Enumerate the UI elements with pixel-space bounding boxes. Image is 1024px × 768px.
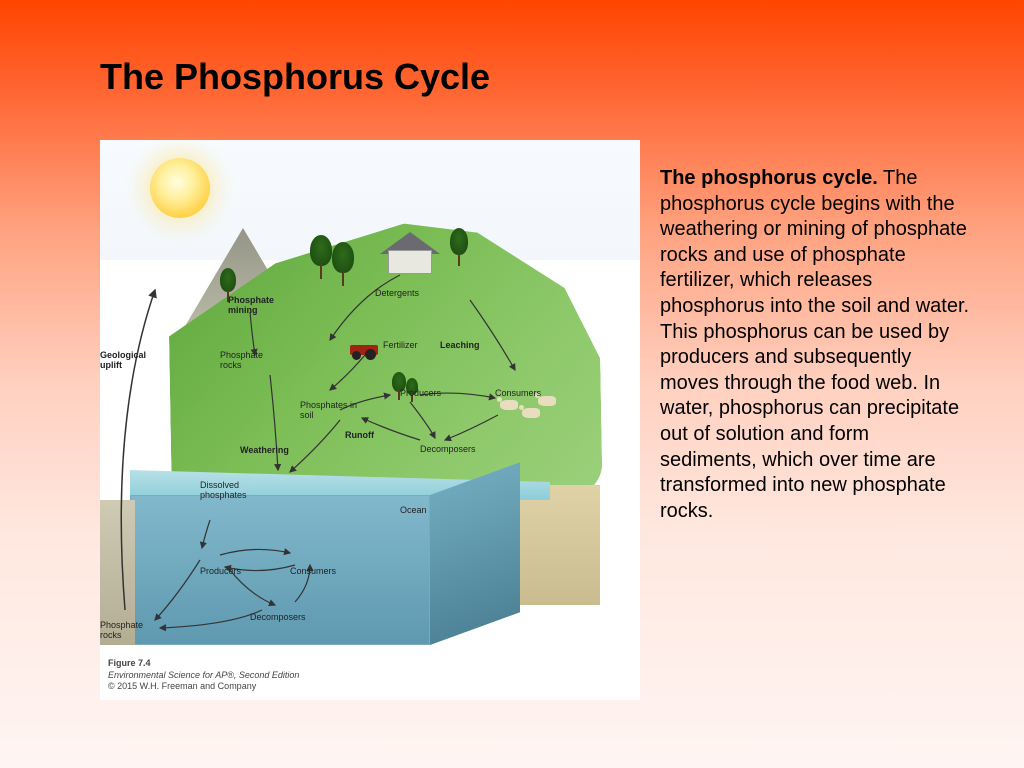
label-phosphate-mining: Phosphate mining	[228, 295, 284, 315]
label-ocean: Ocean	[400, 505, 427, 515]
figure-source: Environmental Science for AP®, Second Ed…	[108, 670, 299, 682]
sun-icon	[150, 158, 210, 218]
description-body: The phosphorus cycle begins with the wea…	[660, 167, 969, 522]
label-producers-land: Producers	[400, 388, 441, 398]
tree-icon	[332, 242, 354, 286]
label-consumers-water: Consumers	[290, 566, 336, 576]
label-decomposers-land: Decomposers	[420, 444, 476, 454]
figure-copyright: © 2015 W.H. Freeman and Company	[108, 681, 299, 693]
label-leaching: Leaching	[440, 340, 480, 350]
label-decomposers-water: Decomposers	[250, 612, 306, 622]
label-consumers-land: Consumers	[495, 388, 541, 398]
description-panel: The phosphorus cycle. The phosphorus cyc…	[660, 166, 970, 524]
phosphorus-cycle-diagram: Geological uplift Phosphate mining Phosp…	[100, 140, 640, 700]
tree-icon	[310, 235, 332, 279]
ocean-block	[130, 495, 430, 645]
figure-caption: Figure 7.4 Environmental Science for AP®…	[108, 658, 299, 693]
cow-icon	[522, 408, 540, 418]
house-icon	[380, 232, 440, 274]
label-phosphate-rocks-land: Phosphate rocks	[220, 350, 270, 370]
label-phosphate-rocks-sea: Phosphate rocks	[100, 620, 150, 640]
label-phosphates-in-soil: Phosphates in soil	[300, 400, 360, 420]
tree-icon	[450, 228, 468, 266]
label-runoff: Runoff	[345, 430, 374, 440]
label-weathering: Weathering	[240, 445, 289, 455]
label-geological-uplift: Geological uplift	[100, 350, 160, 370]
description-heading: The phosphorus cycle.	[660, 167, 878, 189]
cow-icon	[500, 400, 518, 410]
label-detergents: Detergents	[375, 288, 419, 298]
ocean-block-side	[430, 462, 520, 645]
label-producers-water: Producers	[200, 566, 241, 576]
label-dissolved-phosphates: Dissolved phosphates	[200, 480, 260, 500]
slide-title: The Phosphorus Cycle	[100, 56, 490, 98]
figure-number: Figure 7.4	[108, 658, 299, 670]
label-fertilizer: Fertilizer	[383, 340, 418, 350]
tractor-icon	[350, 342, 378, 360]
